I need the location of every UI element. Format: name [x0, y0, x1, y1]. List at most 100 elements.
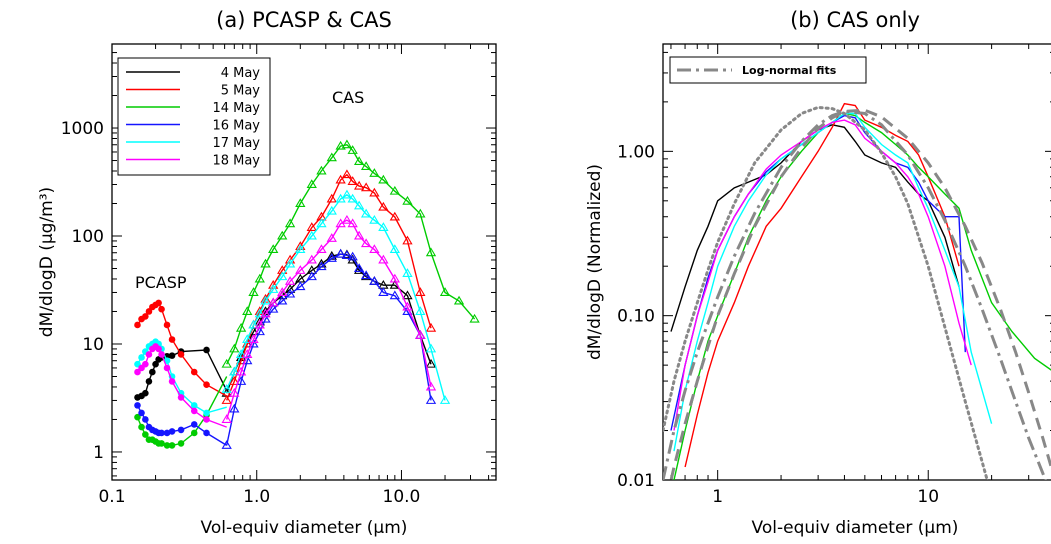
data-point	[134, 413, 141, 421]
data-point-triangle	[295, 281, 306, 291]
data-point-triangle	[260, 258, 271, 268]
data-point	[134, 402, 141, 409]
series-line-pcasp	[136, 345, 227, 428]
data-point-triangle	[369, 244, 380, 253]
data-point-triangle	[295, 265, 306, 274]
panel-b-x-tick-label: 10	[917, 487, 939, 507]
lognormal-fit-dot	[663, 105, 989, 480]
data-point	[203, 381, 210, 388]
data-point-triangle	[306, 230, 317, 240]
panel-b-x-axis-label: Vol-equiv diameter (μm)	[752, 518, 959, 538]
series-5-may	[684, 102, 960, 468]
data-point	[158, 429, 165, 437]
data-point	[177, 440, 185, 447]
panel-b-x-tick-label: 1	[712, 487, 723, 507]
data-point-triangle	[453, 295, 465, 305]
data-point	[142, 389, 149, 397]
data-point-triangle	[360, 271, 372, 281]
data-point-triangle	[389, 290, 400, 300]
data-point-triangle	[229, 366, 240, 376]
data-point-triangle	[347, 193, 358, 203]
panel-a-x-tick-label: 1.0	[243, 487, 270, 507]
data-point-triangle	[389, 185, 400, 195]
panel-b-y-tick-label: 0.10	[617, 307, 655, 327]
legend-label: 18 May	[212, 154, 260, 169]
panel-a-y-tick-label: 10	[82, 335, 104, 355]
data-point-triangle	[326, 253, 337, 262]
panel-b-y-axis-label: dM/dlogD (Normalized)	[585, 164, 605, 360]
legend-label: 5 May	[221, 84, 261, 99]
series-18-may	[134, 214, 437, 428]
data-point-triangle	[341, 214, 353, 224]
data-point-triangle	[389, 211, 400, 221]
data-point-triangle	[369, 187, 380, 197]
legend-label: 4 May	[221, 66, 261, 81]
data-point-triangle	[347, 218, 358, 228]
series-line-cas	[226, 173, 432, 401]
data-point-triangle	[306, 254, 317, 264]
data-point-triangle	[353, 180, 365, 190]
panel-a-legend: 4 May 5 May 14 May 16 May 17 May 18 May	[117, 57, 271, 176]
data-point-triangle	[316, 218, 327, 228]
annotation-pcasp: PCASP	[135, 273, 187, 292]
data-point-triangle	[369, 276, 380, 285]
data-point-triangle	[425, 322, 437, 332]
data-point-triangle	[341, 250, 353, 259]
data-point-triangle	[469, 313, 480, 323]
data-point-triangle	[335, 248, 346, 258]
panel-b-y-tick-label: 1.00	[617, 142, 655, 162]
series-line-pcasp-tail	[171, 349, 228, 391]
data-point-triangle	[235, 322, 247, 332]
data-point	[177, 394, 185, 401]
data-point-triangle	[360, 182, 372, 192]
panel-b-legend: Log-normal fits	[669, 56, 867, 84]
data-point-triangle	[284, 288, 296, 298]
data-point-triangle	[335, 140, 346, 150]
data-point-triangle	[306, 271, 317, 281]
panel-b-data	[663, 102, 1051, 480]
data-point-triangle	[402, 268, 413, 277]
data-point	[168, 352, 176, 359]
data-point-triangle	[389, 244, 400, 253]
panel-b-title: (b) CAS only	[790, 8, 920, 32]
panel-b-y-tick-label: 0.01	[617, 471, 655, 491]
data-point	[203, 429, 210, 437]
data-point-triangle	[360, 208, 372, 218]
data-point-triangle	[347, 251, 358, 261]
data-point-triangle	[425, 247, 437, 257]
data-point	[149, 368, 156, 376]
series-line-cas	[226, 144, 476, 365]
data-point-triangle	[341, 169, 353, 179]
data-point-triangle	[360, 270, 372, 280]
data-point-triangle	[439, 287, 451, 296]
data-point-triangle	[284, 284, 296, 293]
legend-box	[117, 57, 271, 176]
data-point	[203, 346, 210, 354]
data-point-triangle	[347, 176, 358, 185]
data-point	[190, 368, 198, 376]
panel-a-y-tick-label: 100	[72, 227, 104, 247]
data-point-triangle	[221, 414, 232, 423]
panel-a-y-tick-label: 1000	[61, 119, 104, 139]
data-point-triangle	[268, 303, 279, 313]
data-point-triangle	[242, 306, 253, 315]
data-point-triangle	[229, 343, 240, 353]
data-point	[168, 336, 176, 343]
data-point	[145, 378, 153, 385]
data-point-triangle	[402, 235, 413, 245]
data-point-triangle	[341, 139, 353, 149]
data-point-triangle	[284, 218, 296, 228]
data-point	[142, 313, 149, 320]
data-point-triangle	[248, 287, 259, 296]
data-point-triangle	[248, 334, 259, 344]
data-point-triangle	[353, 156, 365, 165]
data-point-triangle	[268, 244, 279, 253]
data-point-triangle	[295, 244, 306, 253]
legend-label: Log-normal fits	[742, 64, 837, 77]
data-point-triangle	[316, 165, 327, 175]
data-point	[177, 426, 185, 434]
data-point-triangle	[341, 189, 353, 199]
data-point	[145, 308, 153, 315]
data-point-triangle	[242, 349, 253, 358]
